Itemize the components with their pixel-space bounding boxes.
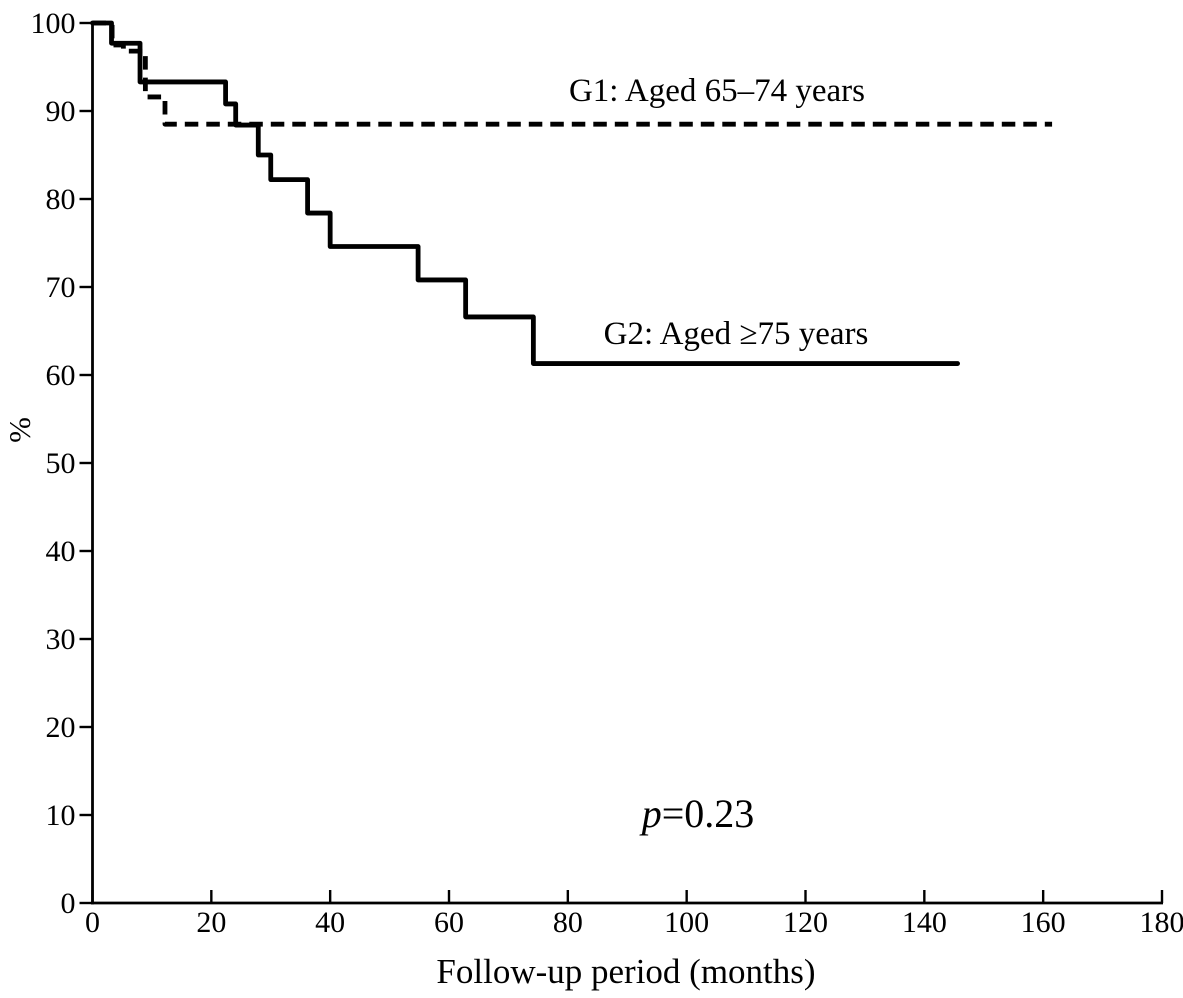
p-symbol: p: [639, 791, 662, 836]
y-tick-label: 40: [46, 535, 76, 568]
y-tick-label: 50: [46, 447, 76, 480]
x-tick-label: 140: [902, 906, 947, 939]
y-axis-title: %: [2, 417, 37, 443]
x-tick-label: 180: [1140, 906, 1183, 939]
y-tick-label: 60: [46, 359, 76, 392]
x-tick-label: 20: [196, 906, 226, 939]
p-value-annotation: p=0.23: [639, 791, 755, 836]
y-tick-label: 90: [46, 95, 76, 128]
x-tick-label: 100: [664, 906, 709, 939]
legend-g2-label: G2: Aged ≥75 years: [604, 316, 869, 352]
y-tick-label: 30: [46, 623, 76, 656]
x-tick-label: 60: [434, 906, 464, 939]
x-tick-label: 0: [85, 906, 100, 939]
legend-g1-label: G1: Aged 65–74 years: [569, 73, 865, 109]
p-value-text: =0.23: [662, 791, 755, 836]
y-tick-label: 100: [31, 7, 76, 40]
y-tick-label: 0: [61, 887, 76, 920]
x-tick-label: 40: [315, 906, 345, 939]
x-tick-label: 120: [783, 906, 828, 939]
y-tick-label: 70: [46, 271, 76, 304]
plot-generated-layer: 0 20 40 60 80 100 120 140 160 180 0 10 20 30 40 50 60 70 8…: [31, 7, 1183, 939]
x-tick-label: 80: [553, 906, 583, 939]
x-tick-label: 160: [1021, 906, 1066, 939]
y-tick-label: 20: [46, 711, 76, 744]
x-axis-title: Follow-up period (months): [436, 952, 815, 991]
y-tick-label: 80: [46, 183, 76, 216]
y-tick-label: 10: [46, 799, 76, 832]
survival-curve-g2: [90, 20, 961, 366]
